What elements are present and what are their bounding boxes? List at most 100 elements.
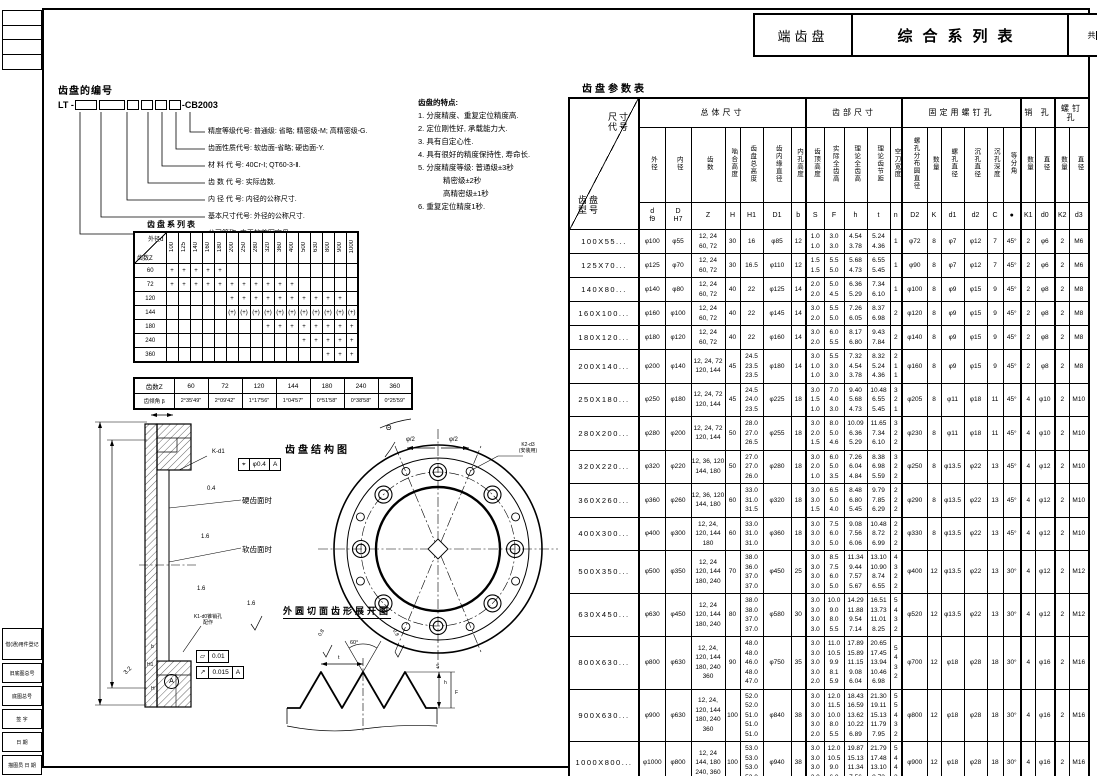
param-cell: 3.0 3.0 3.0 3.0 bbox=[805, 593, 825, 637]
param-cell: 2 bbox=[1020, 349, 1036, 384]
param-model: 360X260... bbox=[568, 483, 640, 518]
param-cell: 16.51 13.73 11.01 8.25 bbox=[866, 593, 891, 637]
flatness-icon: ▱ bbox=[200, 653, 205, 660]
param-cell: 5.5 5.0 bbox=[823, 301, 845, 326]
series-cell bbox=[165, 291, 179, 306]
param-cell: 8 bbox=[926, 416, 942, 451]
param-cell: 1 bbox=[889, 229, 903, 254]
param-cell: 18 bbox=[790, 483, 807, 518]
feature-item: 高精密级±1秒 bbox=[418, 189, 489, 198]
series-cell bbox=[297, 347, 311, 363]
series-cell: (+) bbox=[345, 305, 359, 320]
param-cell: φ18 bbox=[963, 382, 988, 417]
series-cell bbox=[177, 291, 191, 306]
param-cell: 3 2 2 bbox=[889, 416, 903, 451]
series-cell bbox=[333, 277, 347, 292]
series-cell: + bbox=[249, 291, 263, 306]
param-group-header: 固定用螺钉孔 bbox=[901, 97, 1022, 128]
param-col-symbol: d1 bbox=[940, 202, 965, 230]
series-cell: + bbox=[285, 291, 299, 306]
param-cell: φ6 bbox=[1034, 253, 1056, 278]
series-col-header: 125 bbox=[177, 231, 191, 264]
runout-value: 0.015 bbox=[208, 667, 231, 678]
param-col-name: 直径 bbox=[1068, 127, 1090, 203]
roughness-soft-value: 1.6 bbox=[201, 534, 210, 540]
param-cell: 38 bbox=[790, 688, 807, 742]
param-cell: 12 bbox=[926, 741, 942, 776]
code-box bbox=[126, 100, 139, 110]
param-col-name: 内径 bbox=[664, 127, 692, 203]
series-cell bbox=[309, 263, 323, 278]
param-cell: M16 bbox=[1068, 741, 1090, 776]
param-cell: φ160 bbox=[901, 349, 928, 384]
param-cell: 19.87 15.13 11.34 7.56 bbox=[843, 741, 868, 776]
series-cell bbox=[177, 347, 191, 363]
param-col-symbol: h bbox=[843, 202, 868, 230]
flatness-tolerance-frame: ▱ 0.01 bbox=[196, 650, 229, 663]
param-col-name: 沉孔深度 bbox=[986, 127, 1004, 203]
angle-col-header: 180 bbox=[309, 377, 345, 394]
param-cell: 2 bbox=[1054, 483, 1070, 518]
param-group-header: 总体尺寸 bbox=[638, 97, 807, 128]
series-cell: + bbox=[213, 277, 227, 292]
param-cell: φ8 bbox=[1034, 349, 1056, 384]
param-cell: 24.5 24.0 23.5 bbox=[739, 382, 764, 417]
param-col-name: 数量 bbox=[926, 127, 942, 203]
param-cell: 1 bbox=[889, 277, 903, 302]
series-corner-cell: 外径d 齿数Z bbox=[133, 231, 167, 264]
param-cell: φ180 bbox=[762, 349, 792, 384]
param-cell: φ22 bbox=[963, 516, 988, 551]
param-cell: φ800 bbox=[638, 636, 666, 690]
param-cell: 12.0 11.5 10.0 8.0 5.5 bbox=[823, 688, 845, 742]
param-cell: M10 bbox=[1068, 416, 1090, 451]
param-cell: 38.0 38.0 37.0 37.0 bbox=[739, 593, 764, 637]
param-cell: 3.0 3.0 3.0 3.0 2.0 bbox=[805, 636, 825, 690]
param-cell: 30° bbox=[1002, 593, 1022, 637]
param-cell: 2 2 2 bbox=[889, 483, 903, 518]
param-col-symbol: K1 bbox=[1020, 202, 1036, 230]
series-cell: (+) bbox=[225, 305, 239, 320]
param-cell: φ255 bbox=[762, 416, 792, 451]
numbering-heading: 齿盘的编号 bbox=[58, 86, 113, 97]
param-cell: 7 bbox=[986, 253, 1004, 278]
param-cell: 12 bbox=[790, 229, 807, 254]
series-cell: + bbox=[345, 319, 359, 334]
series-cell: (+) bbox=[297, 305, 311, 320]
param-cell: 100 bbox=[724, 741, 741, 776]
series-cell bbox=[285, 347, 299, 363]
series-cell: + bbox=[273, 277, 287, 292]
param-cell: 2 bbox=[1054, 325, 1070, 350]
param-col-name: 理论齿节距 bbox=[866, 127, 891, 203]
soft-face-label: 软齿面时 bbox=[242, 545, 272, 554]
param-cell: φ900 bbox=[901, 741, 928, 776]
series-col-header: 200 bbox=[225, 231, 239, 264]
param-col-symbol: Z bbox=[690, 202, 726, 230]
param-cell: 3.0 1.0 1.0 bbox=[805, 349, 825, 384]
series-col-header: 160 bbox=[201, 231, 215, 264]
series-cell bbox=[201, 319, 215, 334]
param-cell: 9.43 7.84 bbox=[866, 325, 891, 350]
series-cell bbox=[213, 319, 227, 334]
series-col-header: 320 bbox=[261, 231, 275, 264]
param-cell: 40 bbox=[724, 301, 741, 326]
position-value: φ0.4 bbox=[248, 459, 269, 470]
param-cell: 48.0 48.0 46.0 48.0 47.0 bbox=[739, 636, 764, 690]
angle-table: 齿数Z 60 72 120 144 180 240 360 齿倾角 β 2°35′49″ 2°09′… bbox=[133, 377, 413, 410]
param-cell: φ280 bbox=[638, 416, 666, 451]
param-cell: 2 bbox=[1054, 516, 1070, 551]
param-cell: 28.0 27.0 26.5 bbox=[739, 416, 764, 451]
runout-icon: ↗ bbox=[200, 669, 206, 676]
param-cell: 11.65 7.34 6.10 bbox=[866, 416, 891, 451]
series-cell: + bbox=[189, 263, 203, 278]
param-cell: 12 bbox=[926, 636, 942, 690]
structure-view-title: 齿盘结构图 bbox=[285, 445, 350, 456]
series-cell bbox=[225, 347, 239, 363]
phi-half-label: φ/2 bbox=[406, 437, 415, 443]
param-cell: 5 4 3 2 bbox=[889, 593, 903, 637]
series-cell: + bbox=[261, 291, 275, 306]
param-cell: 45° bbox=[1002, 229, 1022, 254]
series-cell: + bbox=[273, 291, 287, 306]
param-cell: 4 bbox=[1020, 550, 1036, 594]
param-cell: φ110 bbox=[762, 253, 792, 278]
param-cell: φ8 bbox=[1034, 277, 1056, 302]
